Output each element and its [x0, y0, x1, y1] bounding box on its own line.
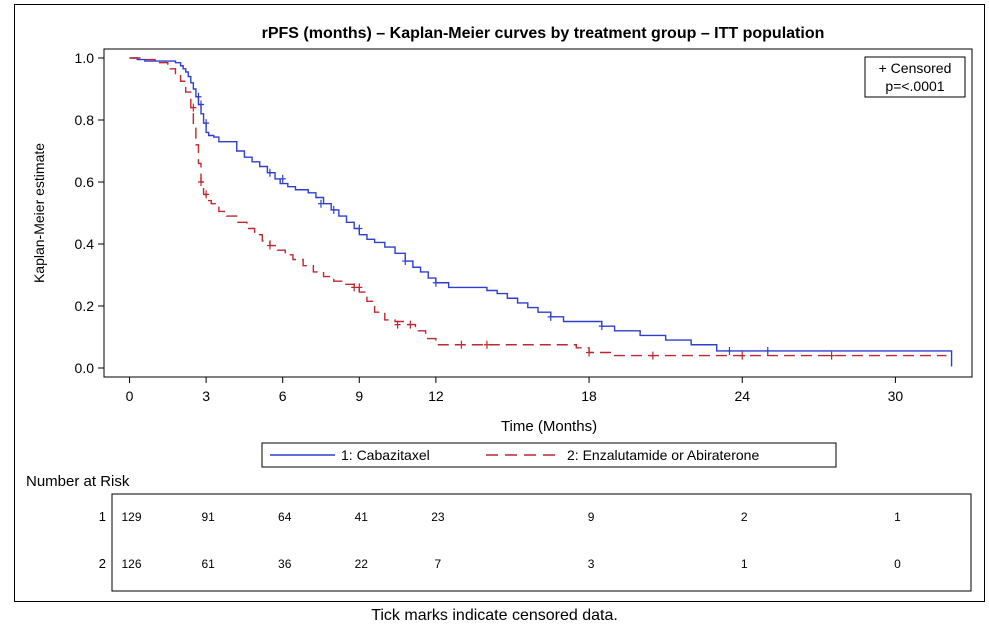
risk-value-row-2-t18: 3 — [588, 557, 595, 571]
risk-value-row-1-t24: 2 — [741, 510, 748, 524]
censor-mark-series-2-12 — [739, 351, 746, 360]
y-tick-label-4: 0.8 — [75, 112, 95, 128]
figure-frame — [14, 4, 985, 602]
censor-mark-series-2-11 — [649, 351, 656, 360]
risk-value-row-2-t3: 61 — [201, 557, 215, 571]
censored-legend-label: + Censored — [879, 60, 952, 76]
censor-mark-series-2-10 — [586, 348, 593, 357]
axes: 0 3 6 9 12 18 24 30 0.0 0.2 0.4 0.6 0.8 1.0 — [75, 50, 904, 404]
risk-value-row-2-t24: 1 — [741, 557, 748, 571]
risk-row-label-1: 1 — [99, 509, 106, 524]
risk-value-row-1-t12: 23 — [431, 510, 445, 524]
censor-mark-series-1-13 — [764, 346, 771, 355]
censor-mark-series-1-0 — [195, 92, 202, 101]
censor-mark-series-1-6 — [330, 205, 337, 214]
censor-mark-series-1-1 — [198, 100, 205, 109]
y-tick-label-0: 0.0 — [75, 360, 95, 376]
censor-mark-series-2-9 — [483, 340, 490, 349]
censor-mark-series-2-4 — [351, 283, 358, 292]
y-axis-label: Kaplan-Meier estimate — [31, 143, 47, 283]
censor-mark-series-1-3 — [266, 168, 273, 177]
censor-mark-series-2-1 — [198, 178, 205, 186]
censor-mark-series-1-9 — [432, 278, 439, 287]
km-curve-series-1 — [129, 57, 953, 367]
risk-table-box — [111, 493, 972, 592]
risk-value-row-2-t30: 0 — [894, 557, 901, 571]
y-tick-label-2: 0.4 — [75, 236, 95, 252]
x-tick-label-9: 9 — [355, 388, 363, 404]
x-tick-label-6: 6 — [279, 388, 287, 404]
risk-value-row-1-t6: 64 — [278, 510, 292, 524]
risk-value-row-1-t18: 9 — [588, 510, 595, 524]
censor-marks — [190, 92, 835, 360]
legend-label-series-2: 2: Enzalutamide or Abiraterone — [567, 447, 759, 463]
censor-mark-series-2-0 — [190, 103, 197, 112]
censor-mark-series-1-10 — [547, 312, 554, 321]
censor-mark-series-2-5 — [356, 283, 363, 292]
risk-value-row-1-t3: 91 — [201, 510, 215, 524]
risk-value-row-2-t9: 22 — [355, 557, 369, 571]
series-legend: 1: Cabazitaxel 2: Enzalutamide or Abirat… — [261, 442, 837, 468]
censor-mark-series-2-13 — [828, 351, 835, 360]
x-tick-label-24: 24 — [734, 388, 750, 404]
x-tick-label-30: 30 — [888, 388, 904, 404]
censor-mark-series-2-8 — [458, 340, 465, 349]
risk-value-row-2-t12: 7 — [435, 557, 442, 571]
y-tick-label-1: 0.2 — [75, 298, 95, 314]
censor-mark-series-1-2 — [203, 119, 210, 128]
x-tick-label-3: 3 — [202, 388, 210, 404]
censor-mark-series-2-6 — [394, 320, 401, 329]
inset-legend: + Censored p=<.0001 — [864, 56, 966, 98]
risk-row-label-2: 2 — [99, 556, 106, 571]
censor-mark-series-1-11 — [598, 322, 605, 331]
risk-value-row-1-t30: 1 — [894, 510, 901, 524]
censor-mark-series-1-7 — [356, 224, 363, 233]
plot-area — [103, 48, 973, 378]
x-tick-label-0: 0 — [126, 388, 134, 404]
km-chart: rPFS (months) – Kaplan-Meier curves by t… — [26, 25, 973, 592]
p-value-label: p=<.0001 — [885, 78, 944, 94]
x-tick-label-18: 18 — [581, 388, 597, 404]
risk-value-row-1-t0: 129 — [122, 510, 142, 524]
figure-caption: Tick marks indicate censored data. — [371, 607, 618, 624]
chart-title: rPFS (months) – Kaplan-Meier curves by t… — [262, 25, 825, 42]
risk-value-row-2-t6: 36 — [278, 557, 292, 571]
censor-mark-series-1-4 — [279, 174, 286, 183]
risk-table-title: Number at Risk — [26, 473, 130, 490]
curves — [129, 57, 953, 367]
censor-mark-series-2-7 — [407, 320, 414, 329]
risk-table-values: 1 129 91 64 41 23 9 2 1 2 126 61 36 22 7 3 1 0 — [99, 509, 901, 571]
legend-label-series-1: 1: Cabazitaxel — [341, 447, 430, 463]
x-tick-label-12: 12 — [428, 388, 444, 404]
censor-mark-series-1-5 — [318, 199, 324, 208]
censor-mark-series-1-8 — [402, 257, 409, 266]
censor-mark-series-2-2 — [203, 190, 210, 199]
risk-value-row-1-t9: 41 — [355, 510, 369, 524]
y-tick-label-3: 0.6 — [75, 174, 95, 190]
risk-value-row-2-t0: 126 — [122, 557, 142, 571]
inset-legend-box — [864, 56, 966, 98]
censor-mark-series-1-12 — [726, 346, 733, 355]
x-axis-label: Time (Months) — [501, 418, 597, 435]
y-tick-label-5: 1.0 — [75, 50, 95, 66]
censor-mark-series-2-3 — [266, 241, 273, 250]
